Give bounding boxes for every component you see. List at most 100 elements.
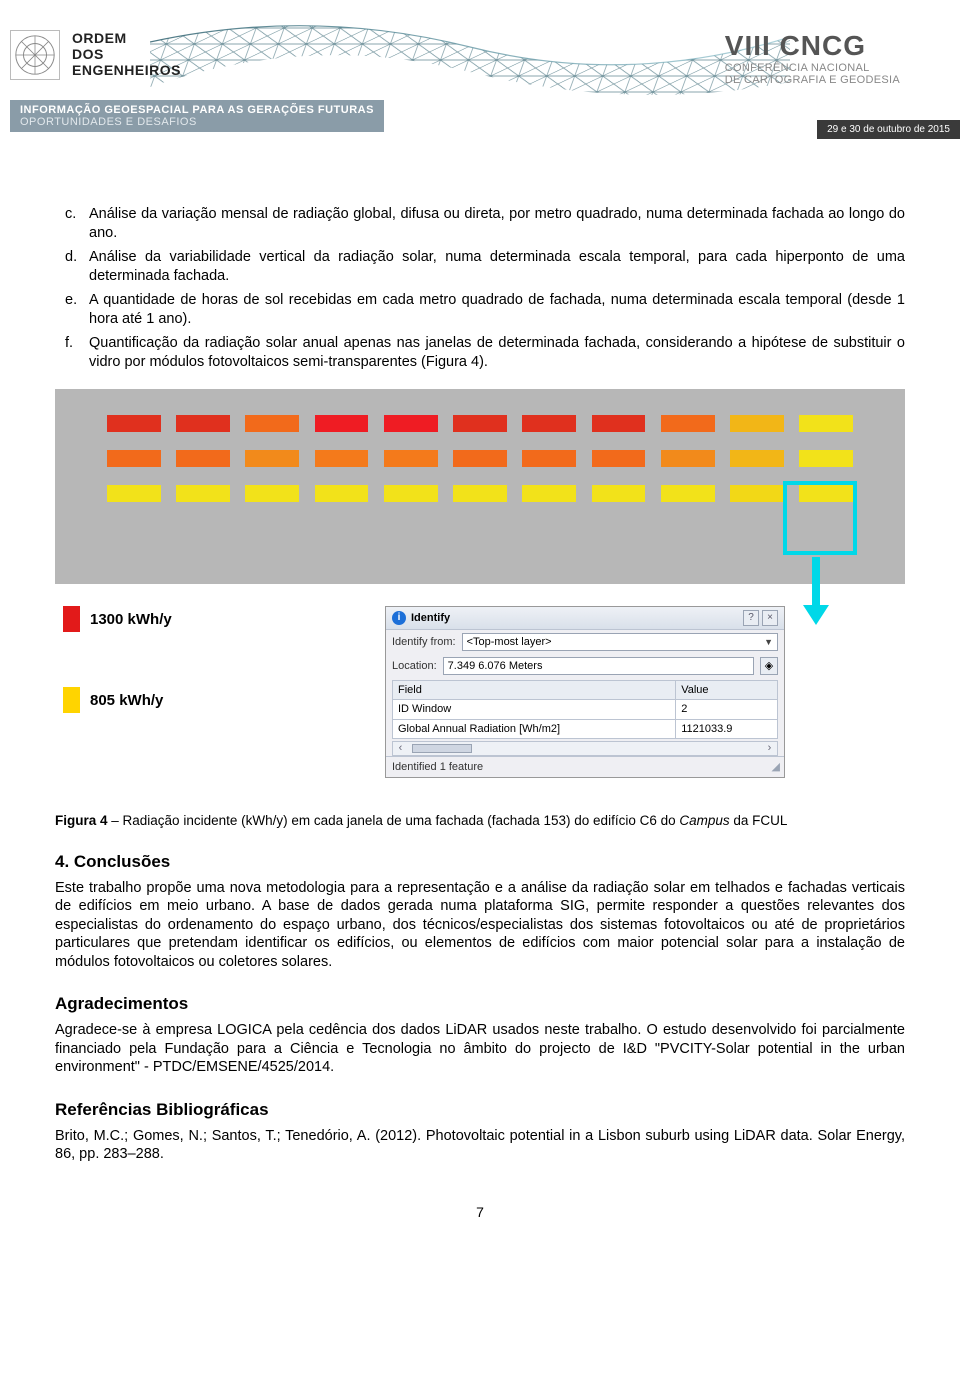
thanks-paragraph: Agradece-se à empresa LOGICA pela cedênc… bbox=[55, 1021, 905, 1077]
identify-table: Field Value ID Window2Global Annual Radi… bbox=[392, 680, 778, 738]
references-heading: Referências Bibliográficas bbox=[55, 1099, 905, 1121]
chevron-down-icon: ▼ bbox=[764, 637, 773, 649]
legend-low-label: 805 kWh/y bbox=[90, 691, 163, 710]
scroll-right-icon[interactable]: › bbox=[762, 741, 777, 755]
window-cell bbox=[730, 450, 784, 467]
window-cell bbox=[522, 450, 576, 467]
legend-high-label: 1300 kWh/y bbox=[90, 610, 172, 629]
window-cell bbox=[730, 485, 784, 502]
identify-from-label: Identify from: bbox=[392, 635, 456, 649]
table-row: Global Annual Radiation [Wh/m2]1121033.9 bbox=[393, 719, 778, 738]
identify-location-label: Location: bbox=[392, 659, 437, 673]
locate-tool-button[interactable]: ◈ bbox=[760, 657, 778, 675]
identify-from-row: Identify from: <Top-most layer> ▼ bbox=[386, 630, 784, 654]
cell-field: ID Window bbox=[393, 700, 676, 719]
window-cell bbox=[522, 485, 576, 502]
conf-main: VIII CNCG bbox=[725, 30, 900, 62]
window-cell bbox=[799, 450, 853, 467]
window-row bbox=[107, 485, 853, 502]
color-legend: 1300 kWh/y 805 kWh/y bbox=[55, 606, 355, 713]
window-cell bbox=[315, 415, 369, 432]
conference-title: VIII CNCG CONFERÊNCIA NACIONAL DE CARTOG… bbox=[725, 30, 900, 86]
figure-caption: Figura 4 – Radiação incidente (kWh/y) em… bbox=[55, 812, 905, 829]
figure-caption-body: – Radiação incidente (kWh/y) em cada jan… bbox=[108, 813, 680, 828]
window-cell bbox=[245, 415, 299, 432]
identify-from-dropdown[interactable]: <Top-most layer> ▼ bbox=[462, 633, 778, 651]
identify-location-field[interactable]: 7.349 6.076 Meters bbox=[443, 657, 754, 675]
scroll-thumb[interactable] bbox=[412, 744, 472, 753]
window-cell bbox=[522, 415, 576, 432]
window-cell bbox=[453, 415, 507, 432]
selection-highlight bbox=[783, 481, 857, 555]
identify-panel: i Identify ? × Identify from: <Top-most … bbox=[385, 606, 785, 777]
page-number: 7 bbox=[55, 1204, 905, 1222]
page-header: ORDEM DOS ENGENHEIROS VIII CNCG CONFERÊN… bbox=[0, 0, 960, 175]
conclusions-paragraph: Este trabalho propõe uma nova metodologi… bbox=[55, 879, 905, 972]
identify-status-text: Identified 1 feature bbox=[392, 760, 483, 774]
close-button[interactable]: × bbox=[762, 610, 778, 626]
scroll-left-icon[interactable]: ‹ bbox=[393, 741, 408, 755]
conclusions-heading: 4. Conclusões bbox=[55, 851, 905, 873]
legend-low: 805 kWh/y bbox=[63, 687, 355, 713]
resize-grip-icon[interactable]: ◢ bbox=[772, 760, 778, 774]
cell-value: 1121033.9 bbox=[676, 719, 778, 738]
subtitle-bar: INFORMAÇÃO GEOESPACIAL PARA AS GERAÇÕES … bbox=[10, 100, 384, 132]
list-marker: e. bbox=[55, 291, 89, 328]
window-cell bbox=[661, 415, 715, 432]
window-cell bbox=[661, 485, 715, 502]
info-icon: i bbox=[392, 611, 406, 625]
window-cell bbox=[730, 415, 784, 432]
window-cell bbox=[245, 450, 299, 467]
org-name: ORDEM DOS ENGENHEIROS bbox=[72, 30, 181, 78]
subtitle-main: INFORMAÇÃO GEOESPACIAL PARA AS GERAÇÕES … bbox=[20, 104, 374, 116]
window-cell bbox=[453, 450, 507, 467]
arrow-down-icon bbox=[799, 557, 833, 627]
identify-statusbar: Identified 1 feature ◢ bbox=[386, 756, 784, 777]
identify-from-value: <Top-most layer> bbox=[467, 635, 552, 649]
org-line: ENGENHEIROS bbox=[72, 62, 181, 78]
window-cell bbox=[661, 450, 715, 467]
references-paragraph: Brito, M.C.; Gomes, N.; Santos, T.; Tene… bbox=[55, 1127, 905, 1164]
window-cell bbox=[384, 415, 438, 432]
legend-high: 1300 kWh/y bbox=[63, 606, 355, 632]
identify-scrollbar[interactable]: ‹ › bbox=[392, 741, 778, 756]
list-marker: c. bbox=[55, 205, 89, 242]
window-cell bbox=[315, 485, 369, 502]
help-button[interactable]: ? bbox=[743, 610, 759, 626]
window-cell bbox=[384, 485, 438, 502]
page-content: c.Análise da variação mensal de radiação… bbox=[0, 175, 960, 1252]
window-cell bbox=[245, 485, 299, 502]
identify-titlebar: i Identify ? × bbox=[386, 607, 784, 630]
list-item: d.Análise da variabilidade vertical da r… bbox=[55, 248, 905, 285]
list-item: e.A quantidade de horas de sol recebidas… bbox=[55, 291, 905, 328]
legend-low-swatch bbox=[63, 687, 80, 713]
cell-value: 2 bbox=[676, 700, 778, 719]
org-logo-icon bbox=[10, 30, 60, 80]
date-bar: 29 e 30 de outubro de 2015 bbox=[817, 120, 960, 139]
figure-4: 1300 kWh/y 805 kWh/y i Identify ? × Iden… bbox=[55, 389, 905, 829]
list-marker: f. bbox=[55, 334, 89, 371]
window-cell bbox=[592, 450, 646, 467]
figure-caption-prefix: Figura 4 bbox=[55, 813, 108, 828]
identify-table-header: Field Value bbox=[393, 681, 778, 700]
window-row bbox=[107, 450, 853, 467]
col-value: Value bbox=[676, 681, 778, 700]
legend-high-swatch bbox=[63, 606, 80, 632]
mesh-graphic bbox=[150, 12, 790, 102]
identify-location-row: Location: 7.349 6.076 Meters ◈ bbox=[386, 654, 784, 678]
list-text: Análise da variabilidade vertical da rad… bbox=[89, 248, 905, 285]
col-field: Field bbox=[393, 681, 676, 700]
identify-location-value: 7.349 6.076 Meters bbox=[448, 659, 543, 673]
conf-sub1: CONFERÊNCIA NACIONAL bbox=[725, 62, 900, 74]
facade-panel bbox=[55, 389, 905, 584]
subtitle-sec: OPORTUNIDADES E DESAFIOS bbox=[20, 116, 197, 128]
window-cell bbox=[107, 450, 161, 467]
figure-lower: 1300 kWh/y 805 kWh/y i Identify ? × Iden… bbox=[55, 606, 905, 777]
conf-sub2: DE CARTOGRAFIA E GEODESIA bbox=[725, 74, 900, 86]
thanks-heading: Agradecimentos bbox=[55, 993, 905, 1015]
lettered-list: c.Análise da variação mensal de radiação… bbox=[55, 205, 905, 371]
window-cell bbox=[315, 450, 369, 467]
list-text: A quantidade de horas de sol recebidas e… bbox=[89, 291, 905, 328]
org-line: DOS bbox=[72, 46, 181, 62]
window-cell bbox=[592, 415, 646, 432]
